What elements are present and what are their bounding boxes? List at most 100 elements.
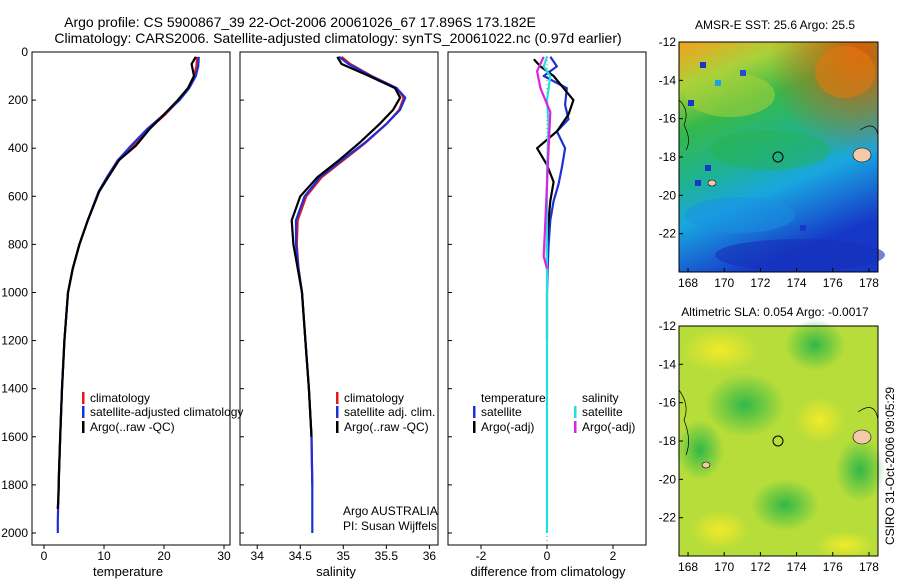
x-tick-label: 35.5 <box>375 549 399 563</box>
sla-patch <box>785 319 845 371</box>
depth-tick-label: 0 <box>21 45 28 59</box>
series-line-2 <box>56 56 197 509</box>
map-y-tick-label: -20 <box>659 188 677 202</box>
sst-patch <box>715 239 885 271</box>
depth-tick-label: 1400 <box>1 382 28 396</box>
salinity-x-axis: 34 34.5 35 35.5 36 <box>240 51 437 563</box>
map-x-tick-label: 178 <box>859 276 879 290</box>
map-x-tick-label: 170 <box>714 560 734 574</box>
temperature-series <box>56 56 200 533</box>
coastline <box>859 125 879 136</box>
difference-legend: temperature satellite Argo(-adj) salinit… <box>473 391 635 434</box>
depth-tick-label: 200 <box>8 93 28 107</box>
sst-map-title: AMSR-E SST: 25.6 Argo: 25.5 <box>695 18 855 32</box>
x-tick-label: 34.5 <box>289 549 313 563</box>
sla-map-axes: 168 170 172 174 176 178 -12 -14 -16 -18 -20 -22 <box>659 319 880 574</box>
figure-title-line2: Climatology: CARS2006. Satellite-adjuste… <box>54 30 621 46</box>
legend-swatch-satellite <box>336 406 339 418</box>
sst-cloud-pixel <box>705 165 711 171</box>
island-shape <box>852 429 872 445</box>
map-x-tick-label: 178 <box>859 560 879 574</box>
map-y-tick-label: -22 <box>659 227 677 241</box>
coastline <box>857 407 879 421</box>
sla-patch <box>751 479 819 531</box>
legend-group-title-salinity: salinity <box>582 391 619 405</box>
legend-label: satellite-adjusted climatology <box>90 405 243 419</box>
argo-location-marker <box>772 435 784 447</box>
map-y-tick-label: -20 <box>659 472 677 486</box>
sst-patch <box>685 73 775 117</box>
legend-swatch-climatology <box>82 392 85 404</box>
x-tick-label: -2 <box>476 549 487 563</box>
sst-cloud-pixel <box>715 80 721 86</box>
legend-swatch-temp-satellite <box>473 406 476 418</box>
sla-patch <box>794 396 846 444</box>
temperature-legend: climatology satellite-adjusted climatolo… <box>82 391 243 434</box>
series-line-1 <box>56 56 200 533</box>
legend-label: satellite adj. clim. <box>344 405 435 419</box>
x-tick-label: 34 <box>251 549 265 563</box>
map-x-tick-label: 170 <box>714 276 734 290</box>
x-tick-label: 30 <box>217 549 231 563</box>
map-y-tick-label: -22 <box>659 511 677 525</box>
depth-tick-label: 1200 <box>1 334 28 348</box>
sst-cloud-pixel <box>800 225 806 231</box>
sla-map-title: Altimetric SLA: 0.054 Argo: -0.0017 <box>681 305 869 319</box>
depth-tick-label: 400 <box>8 141 28 155</box>
depth-tick-label: 600 <box>8 189 28 203</box>
depth-tick-label: 2000 <box>1 526 28 540</box>
sla-patch <box>676 420 724 480</box>
series-line-0 <box>542 56 570 341</box>
argo-location-marker <box>772 151 784 163</box>
series-line-2 <box>290 56 402 437</box>
temperature-x-axis: 0 10 20 30 <box>32 51 231 563</box>
legend-swatch-argo <box>82 421 85 433</box>
map-y-tick-label: -16 <box>659 112 677 126</box>
sla-map <box>676 319 885 559</box>
legend-label: Argo(..raw -QC) <box>90 420 175 434</box>
sla-patch <box>690 510 750 550</box>
map-x-tick-label: 172 <box>750 276 770 290</box>
map-y-tick-label: -12 <box>659 35 677 49</box>
island-shape <box>707 179 717 187</box>
legend-label: climatology <box>344 391 404 405</box>
x-tick-label: 0 <box>544 549 551 563</box>
legend-swatch-temp-argo <box>473 421 476 433</box>
difference-series <box>532 56 575 533</box>
x-tick-label: 20 <box>157 549 171 563</box>
sst-map-axes: 168 170 172 174 176 178 -12 -14 -16 -18 -20 -22 <box>659 35 880 290</box>
x-tick-label: 2 <box>610 549 617 563</box>
sla-patch <box>705 373 785 437</box>
legend-label: satellite <box>481 405 522 419</box>
map-x-tick-label: 176 <box>823 276 843 290</box>
island-shape <box>852 147 872 163</box>
x-tick-label: 36 <box>423 549 437 563</box>
depth-tick-label: 800 <box>8 237 28 251</box>
sst-patch <box>710 130 830 170</box>
series-line-3 <box>535 56 552 269</box>
sst-cloud-pixel <box>695 180 701 186</box>
coastline <box>678 389 689 456</box>
legend-label: satellite <box>582 405 623 419</box>
legend-swatch-sal-argo <box>574 421 577 433</box>
salinity-panel <box>239 51 439 546</box>
depth-axis: 0 200 400 600 800 1000 1200 1400 1600 1800 2000 <box>1 45 28 540</box>
sla-patch <box>815 531 875 559</box>
legend-label: climatology <box>90 391 150 405</box>
depth-tick-label: 1600 <box>1 430 28 444</box>
map-x-tick-label: 174 <box>787 560 807 574</box>
legend-swatch-argo <box>336 421 339 433</box>
map-y-tick-label: -16 <box>659 396 677 410</box>
sla-patch <box>835 438 885 502</box>
legend-group-title-temperature: temperature <box>481 391 546 405</box>
salinity-axis-label: salinity <box>316 564 356 579</box>
sla-patch <box>680 328 760 372</box>
map-x-tick-label: 168 <box>678 560 698 574</box>
depth-tick-label: 1000 <box>1 285 28 299</box>
x-tick-label: 0 <box>41 549 48 563</box>
map-x-tick-label: 174 <box>787 276 807 290</box>
legend-swatch-climatology <box>336 392 339 404</box>
legend-swatch-sal-satellite <box>574 406 577 418</box>
float-program-label: Argo AUSTRALIA <box>343 504 438 518</box>
